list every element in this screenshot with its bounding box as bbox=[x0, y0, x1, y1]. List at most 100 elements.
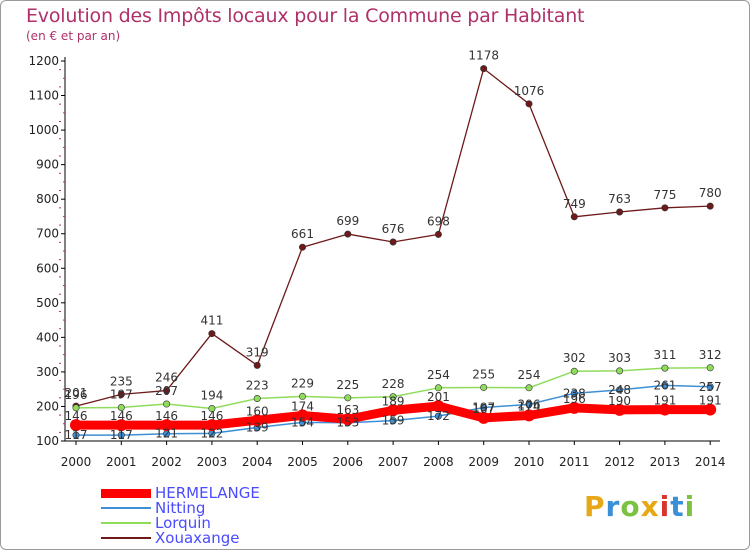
data-label-hermelange: 201 bbox=[427, 390, 450, 404]
data-point-hermelange bbox=[251, 414, 264, 427]
data-label-nitting: 139 bbox=[246, 421, 269, 435]
data-point-lorquin bbox=[344, 394, 352, 402]
data-point-lorquin bbox=[298, 392, 306, 400]
data-label-hermelange: 146 bbox=[200, 409, 223, 423]
x-tick-label: 2002 bbox=[151, 455, 182, 469]
data-label-xouaxange: 749 bbox=[563, 197, 586, 211]
data-label-lorquin: 207 bbox=[155, 384, 178, 398]
data-label-xouaxange: 780 bbox=[699, 186, 722, 200]
data-label-hermelange: 146 bbox=[155, 409, 178, 423]
data-label-lorquin: 312 bbox=[699, 348, 722, 362]
x-tick-label: 2012 bbox=[604, 455, 635, 469]
data-point-nitting bbox=[661, 381, 669, 389]
data-label-nitting: 261 bbox=[653, 378, 676, 392]
x-tick-label: 2001 bbox=[106, 455, 137, 469]
data-point-hermelange bbox=[341, 413, 354, 426]
data-label-lorquin: 223 bbox=[246, 379, 269, 393]
data-point-hermelange bbox=[658, 403, 671, 416]
data-point-lorquin bbox=[117, 403, 125, 411]
data-point-xouaxange bbox=[570, 213, 578, 221]
legend-label-hermelange: HERMELANGE bbox=[155, 484, 260, 502]
chart-title: Evolution des Impôts locaux pour la Comm… bbox=[26, 5, 585, 27]
data-point-hermelange bbox=[477, 411, 490, 424]
data-label-lorquin: 254 bbox=[518, 368, 541, 382]
legend-swatch-lorquin bbox=[101, 522, 151, 524]
data-point-hermelange bbox=[296, 409, 309, 422]
data-label-nitting: 257 bbox=[699, 380, 722, 394]
x-tick-label: 2006 bbox=[333, 455, 364, 469]
logo-letter: i bbox=[659, 490, 671, 523]
data-label-hermelange: 190 bbox=[608, 394, 631, 408]
x-tick-label: 2007 bbox=[378, 455, 409, 469]
data-point-nitting bbox=[616, 386, 624, 394]
y-tick-label: 900 bbox=[36, 158, 59, 172]
data-point-hermelange bbox=[704, 403, 717, 416]
legend-swatch-hermelange bbox=[101, 488, 151, 498]
data-point-nitting bbox=[706, 383, 714, 391]
data-label-nitting: 238 bbox=[563, 386, 586, 400]
logo-letter: P bbox=[584, 490, 606, 523]
data-label-nitting: 121 bbox=[155, 427, 178, 441]
data-point-lorquin bbox=[480, 383, 488, 391]
data-point-lorquin bbox=[208, 405, 216, 413]
data-label-xouaxange: 235 bbox=[110, 374, 133, 388]
logo-letter: t bbox=[670, 490, 685, 523]
legend-swatch-nitting bbox=[101, 507, 151, 509]
x-tick-label: 2005 bbox=[287, 455, 318, 469]
logo-letter: o bbox=[620, 490, 641, 523]
data-point-xouaxange bbox=[344, 230, 352, 238]
data-label-xouaxange: 319 bbox=[246, 345, 269, 359]
x-tick-label: 2008 bbox=[423, 455, 454, 469]
logo-letter: r bbox=[605, 490, 621, 523]
data-label-hermelange: 191 bbox=[699, 394, 722, 408]
data-label-xouaxange: 676 bbox=[382, 222, 405, 236]
data-point-lorquin bbox=[389, 393, 397, 401]
data-point-hermelange bbox=[205, 419, 218, 432]
data-label-nitting: 153 bbox=[336, 416, 359, 430]
data-label-xouaxange: 699 bbox=[336, 214, 359, 228]
data-label-hermelange: 167 bbox=[472, 402, 495, 416]
data-point-nitting bbox=[117, 431, 125, 439]
data-label-nitting: 172 bbox=[427, 409, 450, 423]
data-point-xouaxange bbox=[163, 387, 171, 395]
proxiti-logo: Proxiti bbox=[584, 490, 695, 523]
data-point-lorquin bbox=[525, 384, 533, 392]
y-tick-label: 1100 bbox=[28, 89, 59, 103]
data-point-nitting bbox=[570, 389, 578, 397]
data-label-nitting: 117 bbox=[65, 428, 88, 442]
y-tick-label: 1000 bbox=[28, 123, 59, 137]
data-label-lorquin: 254 bbox=[427, 368, 450, 382]
data-label-xouaxange: 698 bbox=[427, 214, 450, 228]
data-label-nitting: 197 bbox=[472, 400, 495, 414]
data-label-hermelange: 189 bbox=[382, 394, 405, 408]
data-label-nitting: 117 bbox=[110, 428, 133, 442]
data-point-xouaxange bbox=[117, 390, 125, 398]
data-point-hermelange bbox=[613, 403, 626, 416]
data-point-lorquin bbox=[253, 395, 261, 403]
data-label-hermelange: 196 bbox=[563, 392, 586, 406]
data-label-nitting: 206 bbox=[518, 397, 541, 411]
x-tick-label: 2000 bbox=[61, 455, 92, 469]
data-point-xouaxange bbox=[434, 230, 442, 238]
data-point-lorquin bbox=[706, 364, 714, 372]
legend-swatch-xouaxange bbox=[101, 537, 151, 539]
data-label-xouaxange: 201 bbox=[65, 386, 88, 400]
x-tick-label: 2013 bbox=[650, 455, 681, 469]
data-point-nitting bbox=[480, 403, 488, 411]
data-label-hermelange: 174 bbox=[291, 399, 314, 413]
data-point-lorquin bbox=[616, 367, 624, 375]
y-tick-label: 300 bbox=[36, 365, 59, 379]
data-point-hermelange bbox=[115, 419, 128, 432]
data-label-nitting: 159 bbox=[382, 414, 405, 428]
chart-subtitle: (en € et par an) bbox=[26, 29, 121, 43]
data-point-xouaxange bbox=[208, 330, 216, 338]
logo-letter: x bbox=[640, 490, 660, 523]
legend-label-lorquin: Lorquin bbox=[155, 514, 211, 532]
data-point-xouaxange bbox=[706, 202, 714, 210]
data-point-hermelange bbox=[568, 401, 581, 414]
data-label-nitting: 154 bbox=[291, 415, 314, 429]
data-point-nitting bbox=[72, 431, 80, 439]
data-label-hermelange: 163 bbox=[336, 403, 359, 417]
data-label-xouaxange: 1076 bbox=[514, 84, 545, 98]
